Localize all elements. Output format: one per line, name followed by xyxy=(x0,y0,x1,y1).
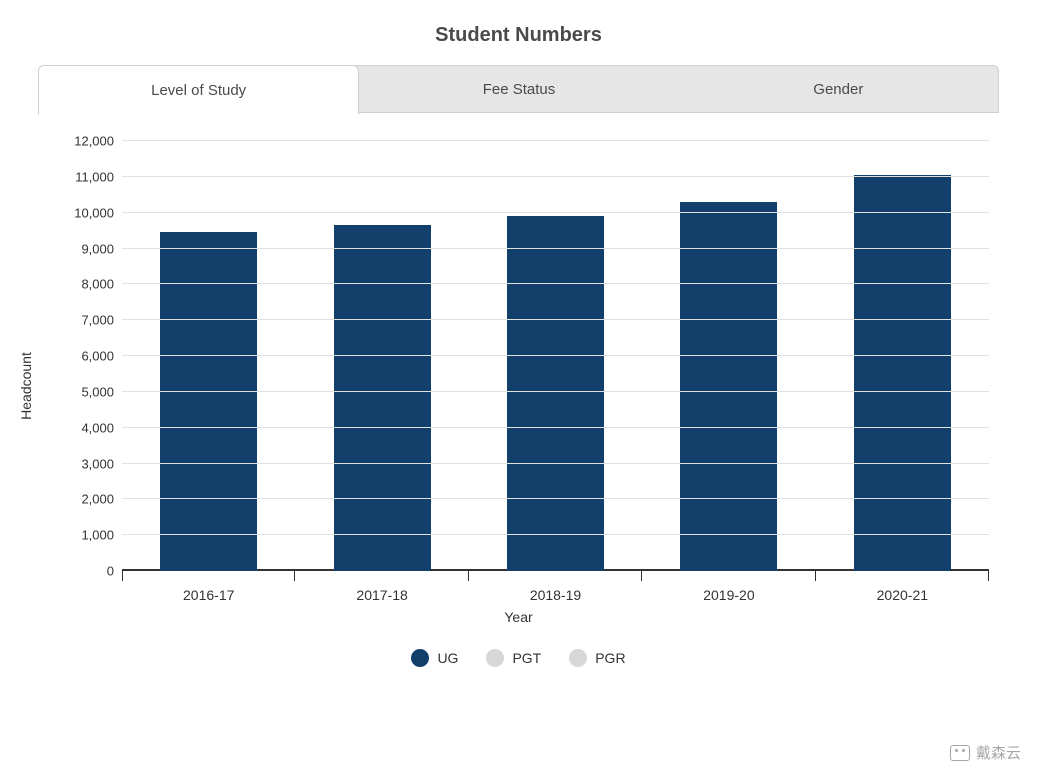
bar-slot: 2018-19 xyxy=(469,141,642,571)
tab-label: Gender xyxy=(813,81,863,98)
tab-level-of-study[interactable]: Level of Study xyxy=(38,65,359,115)
y-axis-label: Headcount xyxy=(18,352,34,420)
legend-dot-icon xyxy=(569,649,587,667)
x-tick-label: 2016-17 xyxy=(183,587,234,603)
bar-slot: 2016-17 xyxy=(122,141,295,571)
y-tick-label: 4,000 xyxy=(81,420,122,435)
x-tick xyxy=(468,571,469,581)
bar[interactable] xyxy=(507,216,604,571)
grid-line xyxy=(122,212,989,213)
x-tick xyxy=(815,571,816,581)
y-tick-label: 1,000 xyxy=(81,528,122,543)
legend-item-ug[interactable]: UG xyxy=(411,649,458,667)
grid-line xyxy=(122,463,989,464)
x-tick-label: 2018-19 xyxy=(530,587,581,603)
bars-container: 2016-172017-182018-192019-202020-21 xyxy=(122,141,989,571)
x-tick xyxy=(988,571,989,581)
grid-line xyxy=(122,355,989,356)
tab-label: Fee Status xyxy=(483,81,556,98)
tabs-container: Level of Study Fee Status Gender xyxy=(38,65,999,113)
grid-line xyxy=(122,176,989,177)
x-tick-label: 2017-18 xyxy=(356,587,407,603)
legend-dot-icon xyxy=(411,649,429,667)
x-tick-label: 2019-20 xyxy=(703,587,754,603)
legend-dot-icon xyxy=(486,649,504,667)
x-tick xyxy=(641,571,642,581)
legend-label: UG xyxy=(437,650,458,666)
bar[interactable] xyxy=(334,225,431,571)
grid-line xyxy=(122,140,989,141)
y-tick-label: 9,000 xyxy=(81,241,122,256)
y-tick-label: 2,000 xyxy=(81,492,122,507)
legend-item-pgr[interactable]: PGR xyxy=(569,649,625,667)
watermark: 戴森云 xyxy=(950,742,1021,763)
grid-line xyxy=(122,534,989,535)
grid-line xyxy=(122,498,989,499)
x-tick xyxy=(294,571,295,581)
grid-line xyxy=(122,248,989,249)
grid-line xyxy=(122,283,989,284)
tab-fee-status[interactable]: Fee Status xyxy=(359,66,678,112)
y-tick-label: 8,000 xyxy=(81,277,122,292)
x-axis-label: Year xyxy=(504,609,532,625)
tab-label: Level of Study xyxy=(151,82,246,99)
y-tick-label: 6,000 xyxy=(81,349,122,364)
grid-line xyxy=(122,427,989,428)
y-tick-label: 3,000 xyxy=(81,456,122,471)
legend-item-pgt[interactable]: PGT xyxy=(486,649,541,667)
grid-line xyxy=(122,391,989,392)
chart-area: Headcount 2016-172017-182018-192019-2020… xyxy=(38,141,999,631)
y-tick-label: 0 xyxy=(107,564,122,579)
bar[interactable] xyxy=(680,202,777,571)
y-tick-label: 11,000 xyxy=(75,169,122,184)
tabs: Level of Study Fee Status Gender xyxy=(38,65,999,113)
y-tick-label: 7,000 xyxy=(81,313,122,328)
watermark-text: 戴森云 xyxy=(976,742,1021,763)
tab-gender[interactable]: Gender xyxy=(679,66,998,112)
page-title: Student Numbers xyxy=(0,0,1037,65)
legend: UG PGT PGR xyxy=(0,649,1037,667)
x-tick xyxy=(122,571,123,581)
x-tick-label: 2020-21 xyxy=(877,587,928,603)
bar-slot: 2017-18 xyxy=(295,141,468,571)
grid-line xyxy=(122,319,989,320)
bar-slot: 2020-21 xyxy=(816,141,989,571)
plot-region: 2016-172017-182018-192019-202020-21 01,0… xyxy=(122,141,989,571)
wechat-icon xyxy=(950,745,970,761)
legend-label: PGR xyxy=(595,650,625,666)
bar[interactable] xyxy=(854,175,951,571)
y-tick-label: 12,000 xyxy=(74,134,122,149)
legend-label: PGT xyxy=(512,650,541,666)
y-tick-label: 5,000 xyxy=(81,384,122,399)
y-tick-label: 10,000 xyxy=(74,205,122,220)
bar-slot: 2019-20 xyxy=(642,141,815,571)
